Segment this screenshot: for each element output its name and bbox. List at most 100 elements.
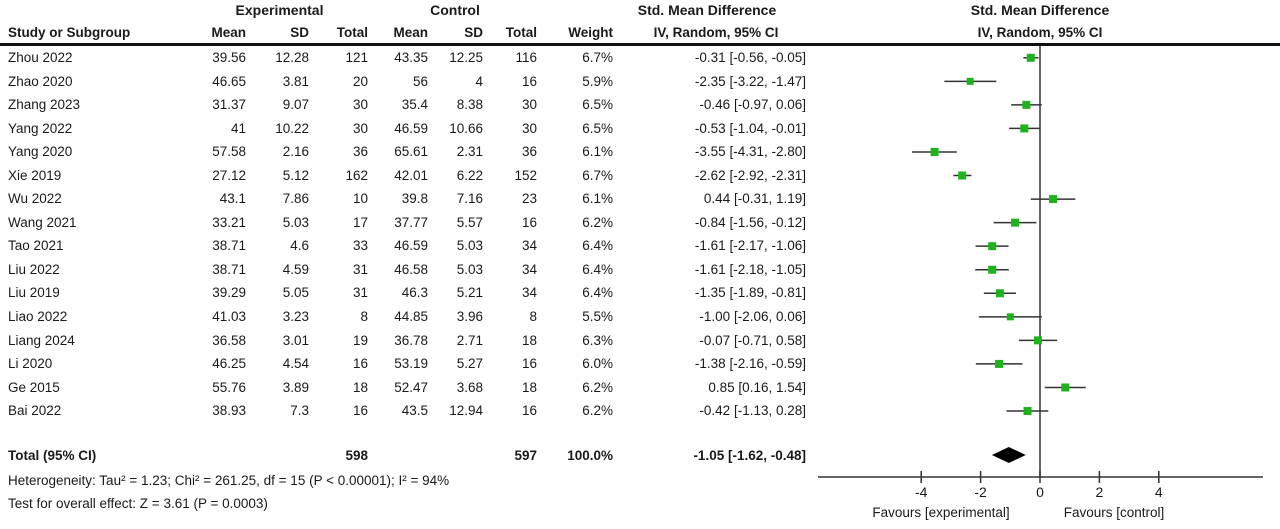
cell-exp_mean: 38.71 xyxy=(212,238,246,254)
effect-marker xyxy=(1026,53,1035,62)
cell-weight: 6.7% xyxy=(582,50,613,65)
cell-exp_mean: 43.1 xyxy=(219,191,246,207)
cell-exp_total: 16 xyxy=(352,356,368,372)
cell-ci_label: -1.38 [-2.16, -0.59] xyxy=(694,356,806,372)
table-row: Zhao 2020 46.65 3.81 20 56 4 16 5.9% -2.35 [-3.2… xyxy=(0,70,820,94)
cell-exp_sd: 5.03 xyxy=(282,214,309,230)
table-row: Liu 2019 39.29 5.05 31 46.3 5.21 34 6.4% -1.35 [… xyxy=(0,281,820,305)
cell-exp_total: 31 xyxy=(352,261,368,277)
table-row: Wu 2022 43.1 7.86 10 39.8 7.16 23 6.1% 0.44 [-0.… xyxy=(0,187,820,211)
cell-study: Yang 2022 xyxy=(8,120,73,136)
cell-ctl_sd: 5.27 xyxy=(456,356,483,372)
table-row: Wang 2021 33.21 5.03 17 37.77 5.57 16 6.2% -0.84… xyxy=(0,211,820,235)
cell-exp_mean: 41.03 xyxy=(212,309,246,325)
cell-exp_mean: 39.29 xyxy=(212,285,246,301)
cell-ci_label: -3.55 [-4.31, -2.80] xyxy=(694,144,806,160)
cell-weight: 6.1% xyxy=(582,191,613,207)
cell-ctl_mean: 56 xyxy=(412,73,428,89)
cell-exp_sd: 4.54 xyxy=(282,356,309,372)
cell-weight: 6.4% xyxy=(582,261,613,277)
cell-ci_label: -1.00 [-2.06, 0.06] xyxy=(699,309,806,325)
cell-exp_total: 19 xyxy=(352,332,368,348)
cell-ci_label: -0.46 [-0.97, 0.06] xyxy=(699,97,806,113)
cell-ctl_mean: 37.77 xyxy=(394,214,428,230)
table-row: Liao 2022 41.03 3.23 8 44.85 3.96 8 5.5% -1.00 [… xyxy=(0,305,820,329)
cell-ctl_sd: 5.03 xyxy=(456,261,483,277)
cell-weight: 6.2% xyxy=(582,403,613,419)
cell-exp_mean: 38.93 xyxy=(212,403,246,419)
cell-weight: 6.2% xyxy=(582,379,613,395)
cell-exp_total: 17 xyxy=(352,214,368,230)
cell-weight: 6.5% xyxy=(582,97,613,113)
total-row: Total (95% CI) 598 597 100.0% -1.05 [-1.… xyxy=(0,444,820,468)
cell-ctl_total: 18 xyxy=(521,332,537,348)
cell-weight: 6.0% xyxy=(582,356,613,372)
cell-study: Wu 2022 xyxy=(8,191,62,207)
cell-ctl_total: 36 xyxy=(521,144,537,160)
cell-ctl_total: 16 xyxy=(521,403,537,419)
cell-exp_total: 18 xyxy=(352,379,368,395)
smd-text-column-title: Std. Mean Difference xyxy=(637,2,777,18)
cell-exp_sd: 7.86 xyxy=(282,191,309,207)
cell-exp_total: 30 xyxy=(352,120,368,136)
cell-ctl_total: 8 xyxy=(529,309,537,325)
header-divider-rule xyxy=(0,43,1280,46)
cell-ctl_sd: 8.38 xyxy=(456,97,483,113)
cell-exp_total: 16 xyxy=(352,403,368,419)
cell-exp_sd: 3.01 xyxy=(282,332,309,348)
cell-weight: 5.5% xyxy=(582,309,613,325)
cell-ctl_sd: 6.22 xyxy=(456,167,483,183)
table-row: Yang 2022 41 10.22 30 46.59 10.66 30 6.5% -0.53 … xyxy=(0,117,820,141)
cell-ctl_sd: 3.96 xyxy=(456,309,483,325)
cell-ctl_total: 30 xyxy=(521,120,537,136)
cell-ctl_mean: 53.19 xyxy=(394,356,428,372)
axis-tick-label: 0 xyxy=(1036,484,1044,500)
cell-weight: 6.3% xyxy=(582,332,613,348)
cell-ctl_total: 18 xyxy=(521,379,537,395)
cell-exp_sd: 3.81 xyxy=(282,73,309,89)
cell-exp_total: 36 xyxy=(352,144,368,160)
cell-exp_total: 8 xyxy=(360,309,368,325)
cell-ctl_mean: 46.58 xyxy=(394,261,428,277)
cell-study: Tao 2021 xyxy=(8,238,64,254)
cell-study: Liao 2022 xyxy=(8,309,68,325)
summary-diamond xyxy=(991,447,1026,463)
cell-ctl_mean: 44.85 xyxy=(394,309,428,325)
cell-ctl_sd: 4 xyxy=(475,73,483,89)
column-header-row: Study or Subgroup Mean SD Total Mean SD … xyxy=(0,23,1280,42)
cell-ctl_sd: 2.71 xyxy=(456,332,483,348)
axis-tick-label: -2 xyxy=(974,484,987,500)
cell-ctl_sd: 2.31 xyxy=(456,144,483,160)
cell-ctl_mean: 42.01 xyxy=(394,167,428,183)
cell-ctl_sd: 7.16 xyxy=(456,191,483,207)
cell-ci_label: -2.62 [-2.92, -2.31] xyxy=(694,167,806,183)
cell-ctl_total: 34 xyxy=(521,238,537,254)
cell-weight: 6.2% xyxy=(582,214,613,230)
effect-marker xyxy=(1020,124,1029,133)
cell-exp_mean: 38.71 xyxy=(212,261,246,277)
effect-marker xyxy=(988,242,997,251)
cell-ctl_sd: 5.57 xyxy=(456,214,483,230)
col-header-ctl-mean: Mean xyxy=(393,25,428,40)
group-header-experimental: Experimental xyxy=(235,2,324,18)
total-exp-n: 598 xyxy=(345,448,368,463)
cell-ci_label: -1.61 [-2.17, -1.06] xyxy=(694,238,806,254)
cell-weight: 6.4% xyxy=(582,238,613,254)
total-label: Total (95% CI) xyxy=(8,448,97,463)
table-row: Ge 2015 55.76 3.89 18 52.47 3.68 18 6.2% 0.85 [0… xyxy=(0,376,820,400)
cell-ctl_sd: 5.03 xyxy=(456,238,483,254)
cell-ctl_total: 16 xyxy=(521,214,537,230)
cell-weight: 6.4% xyxy=(582,285,613,301)
col-header-exp-mean: Mean xyxy=(211,25,246,40)
cell-ctl_total: 152 xyxy=(514,167,537,183)
axis-tick-label: 2 xyxy=(1096,484,1104,500)
cell-ci_label: 0.85 [0.16, 1.54] xyxy=(708,379,806,395)
cell-study: Xie 2019 xyxy=(8,167,62,183)
cell-ctl_sd: 3.68 xyxy=(456,379,483,395)
cell-study: Zhang 2023 xyxy=(8,97,81,113)
col-header-study: Study or Subgroup xyxy=(8,25,131,40)
cell-ctl_mean: 52.47 xyxy=(394,379,428,395)
cell-exp_mean: 46.25 xyxy=(212,356,246,372)
cell-ci_label: -1.35 [-1.89, -0.81] xyxy=(694,285,806,301)
